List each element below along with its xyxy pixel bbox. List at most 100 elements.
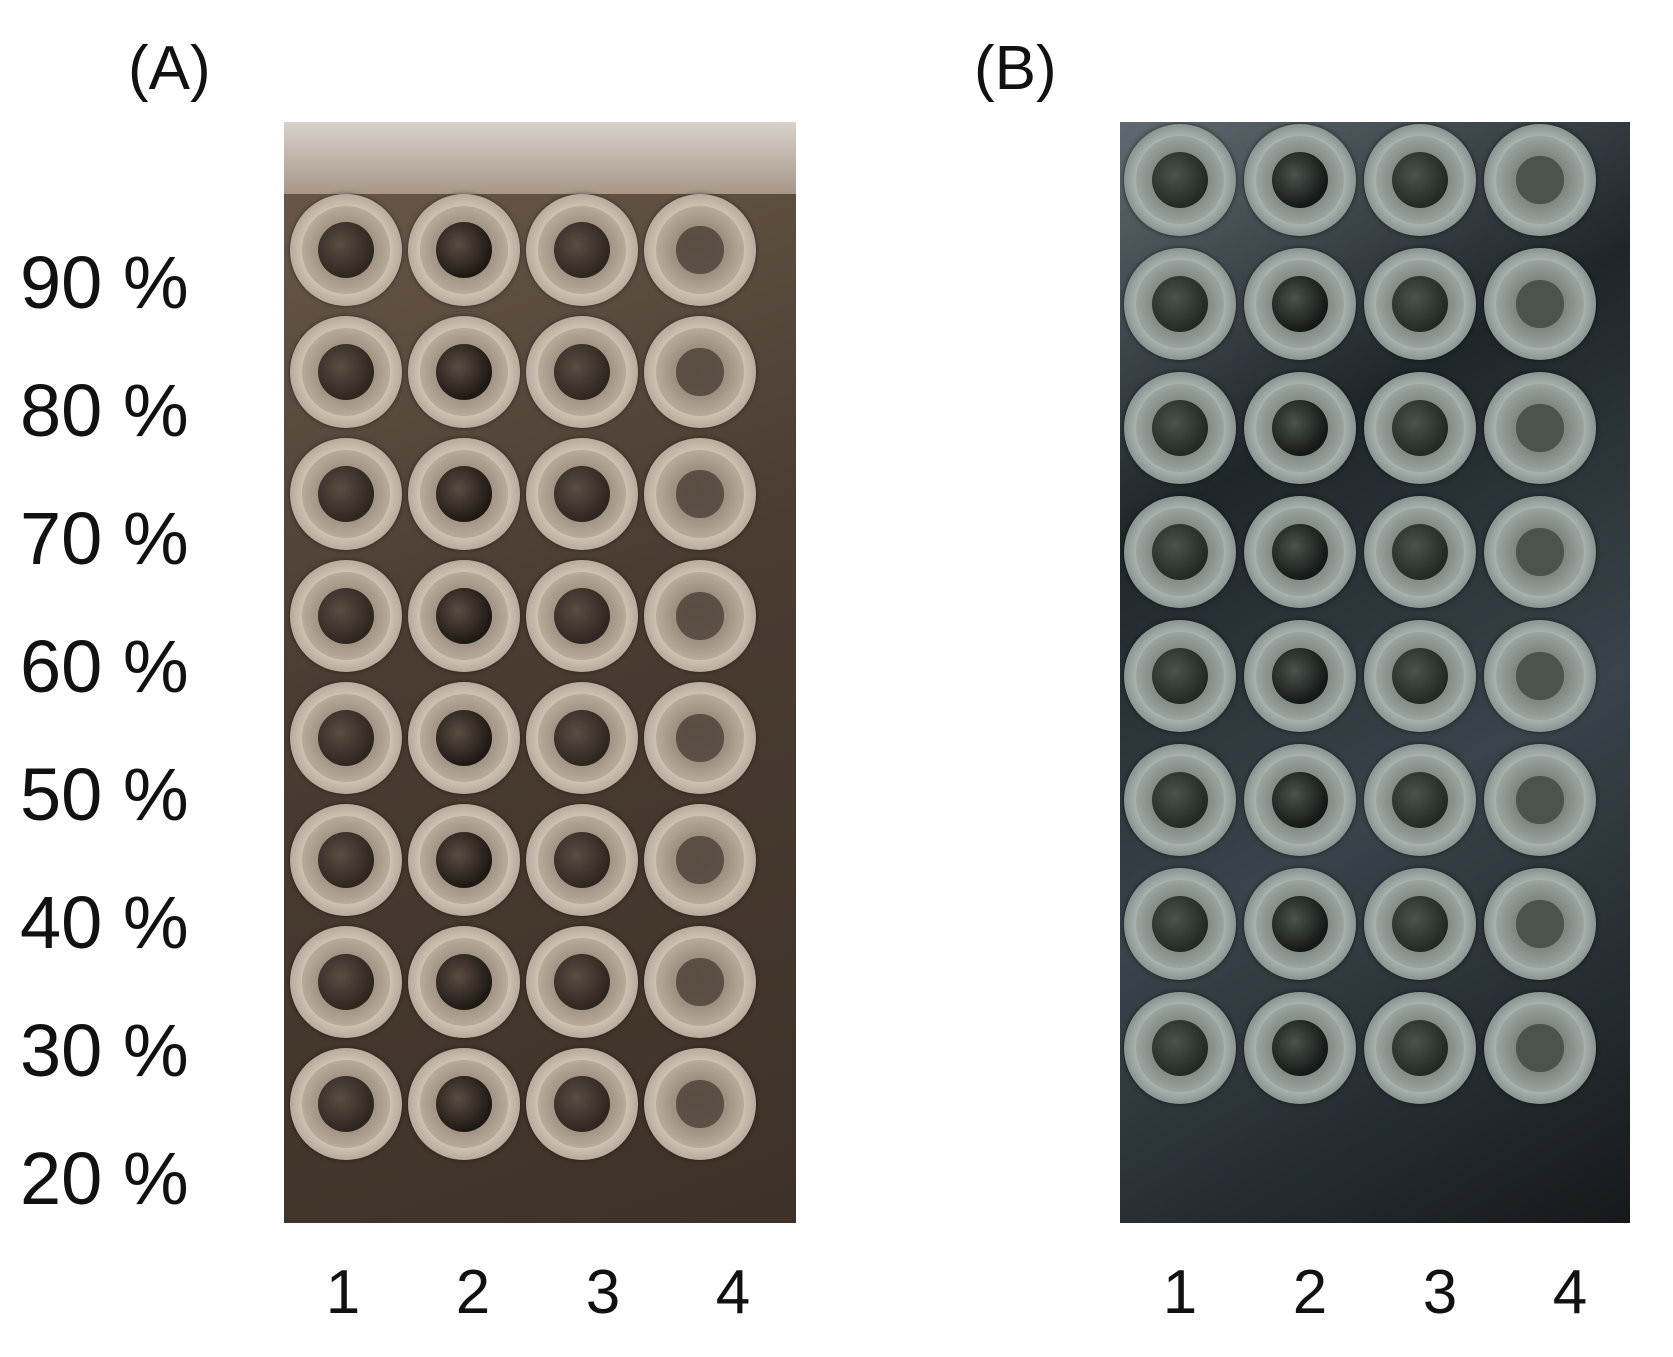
well-center [1516,404,1564,452]
well [1244,620,1356,732]
well [1244,992,1356,1104]
well [1124,744,1236,856]
well [1244,744,1356,856]
well [1484,868,1596,980]
well [290,316,402,428]
well-center [1152,1020,1208,1076]
well [290,682,402,794]
well [290,926,402,1038]
well-center [1152,772,1208,828]
column-label-a-2: 2 [455,1258,491,1327]
well-center [676,470,724,518]
well-center [1392,400,1448,456]
well [1364,372,1476,484]
well [1124,496,1236,608]
well-center [436,588,492,644]
well-center [1392,648,1448,704]
well [290,804,402,916]
well [290,560,402,672]
well [408,804,520,916]
well [1364,868,1476,980]
well [1244,248,1356,360]
well [408,194,520,306]
plate-edge-strip [284,122,796,194]
well-center [436,710,492,766]
well [1364,992,1476,1104]
column-label-a-3: 3 [585,1258,621,1327]
well-center [318,466,374,522]
well [1124,868,1236,980]
well-center [1272,276,1328,332]
well-center [1152,152,1208,208]
well [526,926,638,1038]
panel-b-label: (B) [974,34,1057,103]
well-center [1152,896,1208,952]
well-center [676,348,724,396]
well-center [1392,1020,1448,1076]
column-label-a-1: 1 [325,1258,361,1327]
well-center [554,466,610,522]
row-label-20: 20 % [20,1137,189,1220]
well-center [676,958,724,1006]
well [526,1048,638,1160]
well-center [1152,648,1208,704]
row-label-50: 50 % [20,753,189,836]
column-label-a-4: 4 [715,1258,751,1327]
well-center [318,344,374,400]
well [1484,744,1596,856]
well-center [676,714,724,762]
well-center [318,222,374,278]
well [644,926,756,1038]
well-center [1152,524,1208,580]
well-center [436,466,492,522]
well [1124,992,1236,1104]
well-center [676,1080,724,1128]
well [644,1048,756,1160]
well-center [1392,896,1448,952]
row-label-30: 30 % [20,1009,189,1092]
well-center [318,832,374,888]
well [290,194,402,306]
well-plate-photo-a [284,122,796,1223]
well [526,560,638,672]
well [1124,620,1236,732]
well [1484,372,1596,484]
row-label-90: 90 % [20,241,189,324]
well-center [1392,772,1448,828]
well-center [1272,400,1328,456]
well [526,438,638,550]
well-center [1516,528,1564,576]
well [1124,372,1236,484]
well [644,316,756,428]
well-center [1272,152,1328,208]
well-center [1272,772,1328,828]
well-center [554,1076,610,1132]
row-label-60: 60 % [20,625,189,708]
well [1244,372,1356,484]
well [1124,124,1236,236]
column-label-b-4: 4 [1552,1258,1588,1327]
well-center [676,836,724,884]
row-label-40: 40 % [20,881,189,964]
well [408,926,520,1038]
well-center [676,592,724,640]
column-label-b-1: 1 [1162,1258,1198,1327]
well-center [1272,896,1328,952]
well [644,682,756,794]
well [1364,124,1476,236]
well-center [554,344,610,400]
well [1124,248,1236,360]
well [1244,868,1356,980]
well-center [1392,524,1448,580]
well-center [436,832,492,888]
row-label-70: 70 % [20,497,189,580]
well-center [1516,776,1564,824]
well [644,438,756,550]
well [1484,620,1596,732]
well [1484,992,1596,1104]
well-center [1516,156,1564,204]
well-center [318,588,374,644]
well [644,804,756,916]
well [408,682,520,794]
well-center [436,344,492,400]
